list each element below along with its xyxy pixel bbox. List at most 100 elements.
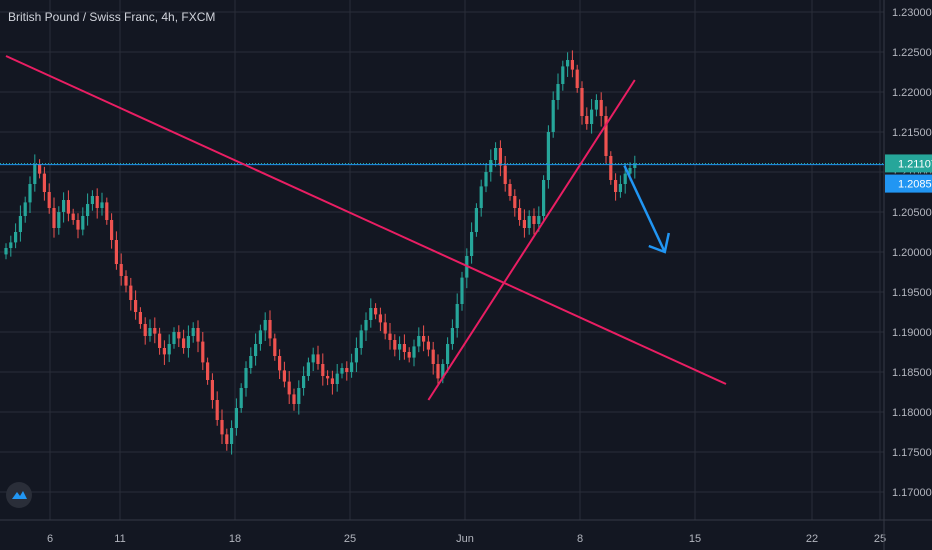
candle-body bbox=[134, 300, 138, 312]
candle-body bbox=[316, 354, 320, 364]
y-tick-label: 1.23000 bbox=[892, 7, 932, 19]
x-tick-label: 25 bbox=[344, 533, 356, 545]
candle-body bbox=[148, 328, 152, 336]
candle-body bbox=[33, 164, 37, 184]
candle-body bbox=[326, 376, 330, 379]
projection-arrow[interactable] bbox=[623, 165, 666, 253]
trendline-descending[interactable] bbox=[5, 55, 727, 385]
candle-body bbox=[417, 336, 421, 347]
candle-body bbox=[52, 208, 56, 228]
candle-body bbox=[177, 332, 181, 339]
candle-body bbox=[364, 320, 368, 331]
x-tick-label: 25 bbox=[874, 533, 886, 545]
candle-body bbox=[196, 328, 200, 342]
candle-body bbox=[590, 109, 594, 124]
candle-body bbox=[90, 196, 94, 204]
candle-body bbox=[566, 60, 570, 67]
candle-body bbox=[66, 200, 70, 214]
candle-body bbox=[345, 368, 349, 372]
candle-body bbox=[374, 308, 378, 315]
candle-body bbox=[604, 116, 608, 156]
candle-body bbox=[81, 216, 85, 230]
candle-body bbox=[556, 84, 560, 100]
tradingview-logo-icon[interactable] bbox=[6, 482, 32, 508]
candle-body bbox=[249, 356, 253, 368]
candle-body bbox=[412, 346, 416, 358]
candle-body bbox=[162, 348, 166, 355]
candle-body bbox=[62, 200, 66, 212]
candle-body bbox=[330, 378, 334, 384]
candle-body bbox=[258, 330, 262, 344]
candle-body bbox=[114, 240, 118, 264]
candle-body bbox=[282, 370, 286, 382]
candle-body bbox=[450, 328, 454, 344]
candle-body bbox=[479, 186, 483, 208]
candle-body bbox=[354, 348, 358, 363]
candle-body bbox=[105, 202, 109, 220]
candle-body bbox=[537, 216, 541, 224]
candle-body bbox=[23, 202, 27, 216]
candle-body bbox=[234, 408, 238, 428]
y-tick-label: 1.18000 bbox=[892, 407, 932, 419]
candle-body bbox=[4, 248, 8, 255]
price-label-box bbox=[885, 154, 932, 173]
candle-body bbox=[393, 340, 397, 350]
candle-body bbox=[206, 362, 210, 380]
candle-body bbox=[599, 100, 603, 116]
candle-body bbox=[402, 344, 406, 352]
candle-body bbox=[441, 364, 445, 379]
candle-body bbox=[623, 173, 627, 184]
candle-body bbox=[614, 180, 618, 192]
candle-body bbox=[422, 336, 426, 342]
trendline-ascending[interactable] bbox=[427, 79, 636, 401]
candle-body bbox=[513, 196, 517, 208]
candle-body bbox=[383, 322, 387, 334]
candle-body bbox=[215, 400, 219, 420]
candle-body bbox=[191, 328, 195, 336]
candle-body bbox=[143, 324, 147, 336]
candle-body bbox=[398, 344, 402, 350]
candle-body bbox=[220, 420, 224, 435]
candle-body bbox=[129, 285, 133, 300]
candle-body bbox=[474, 208, 478, 232]
candle-body bbox=[158, 333, 162, 348]
candle-body bbox=[628, 168, 632, 174]
candle-body bbox=[76, 220, 80, 230]
candle-body bbox=[426, 341, 430, 350]
candle-body bbox=[580, 88, 584, 116]
candle-body bbox=[311, 354, 315, 363]
candle-body bbox=[297, 388, 301, 404]
candle-body bbox=[292, 394, 296, 404]
candle-body bbox=[508, 184, 512, 196]
candle-body bbox=[561, 66, 565, 84]
candle-body bbox=[273, 338, 277, 356]
candle-body bbox=[186, 336, 190, 348]
candle-body bbox=[551, 100, 555, 132]
candle-body bbox=[119, 264, 123, 276]
y-tick-label: 1.19500 bbox=[892, 287, 932, 299]
y-tick-label: 1.22000 bbox=[892, 87, 932, 99]
y-tick-label: 1.20500 bbox=[892, 207, 932, 219]
candle-body bbox=[225, 434, 229, 444]
x-tick-label: 18 bbox=[229, 533, 241, 545]
candle-body bbox=[609, 156, 613, 180]
candle-body bbox=[484, 172, 488, 187]
candle-body bbox=[95, 196, 99, 208]
y-tick-label: 1.22500 bbox=[892, 47, 932, 59]
candle-body bbox=[431, 349, 435, 364]
price-label-text: 1.21107 bbox=[898, 158, 932, 170]
x-tick-label: 8 bbox=[577, 533, 583, 545]
candle-body bbox=[47, 192, 51, 208]
x-tick-label: Jun bbox=[456, 533, 474, 545]
candle-body bbox=[407, 352, 411, 358]
candle-body bbox=[321, 364, 325, 376]
candle-body bbox=[489, 160, 493, 172]
chart-title: British Pound / Swiss Franc, 4h, FXCM bbox=[8, 10, 216, 24]
candle-body bbox=[9, 242, 13, 248]
candle-body bbox=[498, 148, 502, 166]
y-tick-label: 1.17000 bbox=[892, 487, 932, 499]
candle-body bbox=[585, 116, 589, 124]
candle-body bbox=[570, 60, 574, 70]
